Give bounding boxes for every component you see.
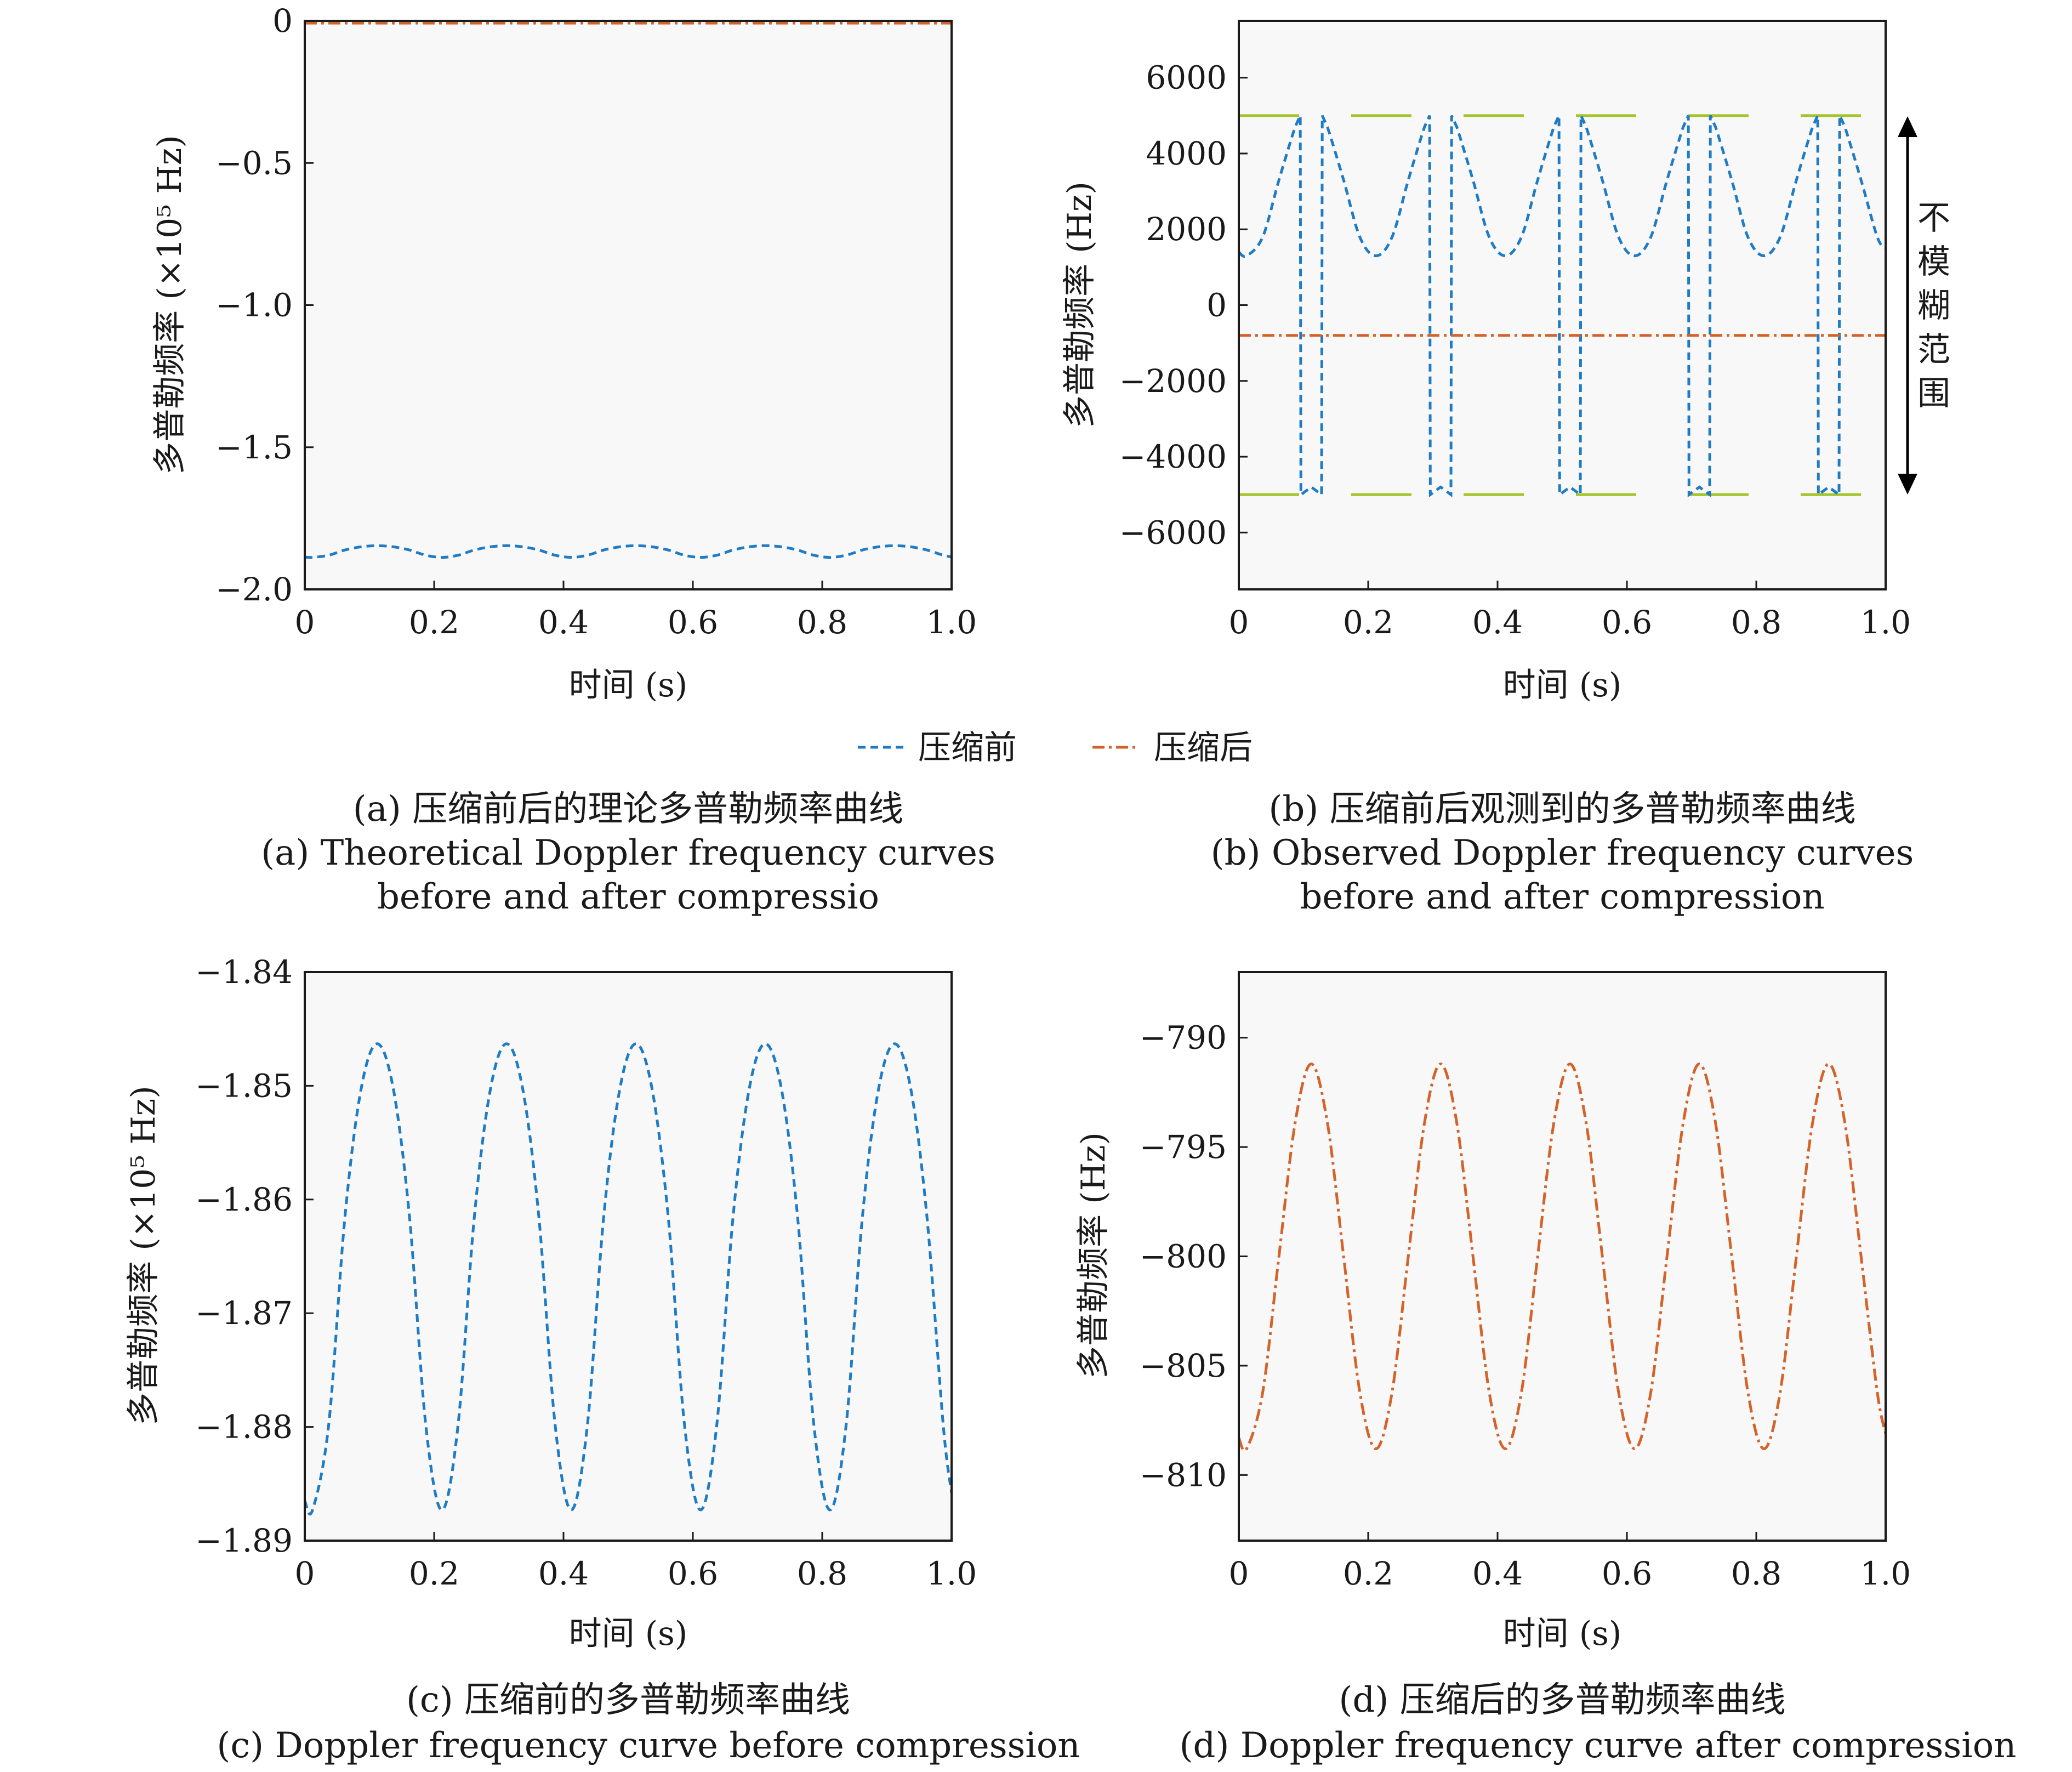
panel-c: 0 0.2 0.4 0.6 0.8 1.0 −1.84 −1.85 −1.86 −1.87 −1.8… bbox=[124, 953, 977, 1653]
y-tick-label: −805 bbox=[1140, 1347, 1227, 1384]
x-tick-label: 0.4 bbox=[538, 604, 589, 641]
y-tick-label: −1.89 bbox=[195, 1522, 293, 1559]
caption-d-cn: (d) 压缩后的多普勒频率曲线 bbox=[1339, 1680, 1785, 1720]
y-tick-label: −1.84 bbox=[195, 953, 293, 991]
caption-b-en-1: (b) Observed Doppler frequency curves bbox=[1211, 833, 1914, 873]
panel-a-x-axis-label: 时间 (s) bbox=[569, 666, 688, 705]
panel-d-series-group bbox=[1239, 1062, 1886, 1452]
y-tick-label: −2.0 bbox=[215, 571, 293, 608]
y-tick-label: −1.85 bbox=[195, 1067, 293, 1104]
x-tick-label: 1.0 bbox=[926, 1555, 977, 1592]
x-tick-label: 0 bbox=[1229, 1555, 1249, 1592]
y-tick-label: −1.86 bbox=[195, 1181, 293, 1218]
x-tick-label: 0 bbox=[295, 1555, 315, 1592]
panel-c-y-axis-label: 多普勒频率 (×10⁵ Hz) bbox=[124, 1086, 163, 1425]
y-tick-label: 0 bbox=[272, 2, 293, 39]
range-arrow-up-icon bbox=[1898, 116, 1917, 137]
x-tick-label: 0.2 bbox=[1343, 604, 1393, 641]
y-tick-label: 2000 bbox=[1146, 211, 1227, 248]
x-tick-label: 0.6 bbox=[668, 604, 718, 641]
y-tick-label: −1.88 bbox=[195, 1408, 293, 1446]
panel-b-y-axis-label: 多普勒频率 (Hz) bbox=[1061, 181, 1099, 428]
y-tick-label: −1.5 bbox=[215, 429, 293, 466]
x-tick-label: 0.6 bbox=[668, 1555, 718, 1592]
range-label-char-1: 不 bbox=[1917, 199, 1950, 237]
panel-c-x-axis-label: 时间 (s) bbox=[569, 1615, 688, 1653]
unambiguous-range-annotation: 不 模 糊 范 围 bbox=[1898, 116, 1950, 495]
x-tick-label: 0.8 bbox=[1731, 604, 1781, 641]
panel-c-frame bbox=[304, 971, 953, 1542]
legend-after-label: 压缩后 bbox=[1154, 729, 1253, 767]
caption-a-en-1: (a) Theoretical Doppler frequency curves bbox=[261, 833, 995, 873]
caption-a-cn: (a) 压缩前后的理论多普勒频率曲线 bbox=[353, 789, 903, 830]
x-tick-label: 0.8 bbox=[797, 604, 847, 641]
legend-before-label: 压缩前 bbox=[918, 729, 1017, 767]
y-tick-label: −810 bbox=[1140, 1456, 1227, 1493]
panel-b: 0 0.2 0.4 0.6 0.8 1.0 6000 4000 2000 0 −2000 −4000 −… bbox=[1061, 20, 1950, 705]
y-tick-label: −2000 bbox=[1119, 362, 1227, 400]
y-tick-label: −0.5 bbox=[215, 144, 293, 181]
panel-d-series-after bbox=[1239, 1062, 1886, 1452]
y-tick-label: 4000 bbox=[1146, 135, 1227, 172]
x-tick-label: 0.2 bbox=[409, 604, 459, 641]
panel-b-series-before bbox=[1239, 115, 1886, 498]
x-tick-label: 1.0 bbox=[1860, 1555, 1911, 1592]
y-tick-label: −795 bbox=[1140, 1128, 1227, 1166]
panel-a-plot-area bbox=[305, 21, 952, 589]
range-label-char-5: 围 bbox=[1917, 374, 1950, 413]
x-tick-label: 0 bbox=[295, 604, 315, 641]
y-tick-label: −4000 bbox=[1119, 438, 1227, 475]
panel-d-plot-area bbox=[1239, 972, 1886, 1541]
caption-b-en-2: before and after compression bbox=[1300, 877, 1824, 917]
panel-b-plot: 0 0.2 0.4 0.6 0.8 1.0 6000 4000 2000 0 −2000 −4000 −… bbox=[1119, 20, 1911, 641]
y-tick-label: −1.0 bbox=[215, 287, 293, 324]
panel-a: 0 0.2 0.4 0.6 0.8 1.0 0 −0.5 −1.0 −1.5 −2.0 时间 (s)… bbox=[151, 2, 977, 705]
panel-d-y-axis-label: 多普勒频率 (Hz) bbox=[1074, 1132, 1113, 1379]
panel-a-y-axis-label: 多普勒频率 (×10⁵ Hz) bbox=[151, 135, 189, 475]
panel-b-series-group bbox=[1239, 114, 1886, 498]
caption-d-en-1: (d) Doppler frequency curve after compre… bbox=[1180, 1725, 2017, 1766]
panel-a-series-before bbox=[305, 544, 952, 559]
panel-b-x-axis-label: 时间 (s) bbox=[1503, 666, 1622, 705]
x-tick-label: 1.0 bbox=[926, 604, 977, 641]
panel-d-plot: 0 0.2 0.4 0.6 0.8 1.0 −790 −795 −800 −805 −810 bbox=[1140, 971, 1911, 1592]
x-tick-label: 1.0 bbox=[1860, 604, 1911, 641]
x-tick-label: 0.4 bbox=[538, 1555, 589, 1592]
panel-c-series-before bbox=[305, 1042, 952, 1516]
x-tick-label: 0.6 bbox=[1602, 604, 1652, 641]
caption-c-cn: (c) 压缩前的多普勒频率曲线 bbox=[406, 1680, 850, 1720]
y-tick-label: −1.87 bbox=[195, 1294, 293, 1332]
caption-a-en-2: before and after compressio bbox=[377, 877, 879, 917]
x-tick-label: 0.2 bbox=[409, 1555, 459, 1592]
panel-d: 0 0.2 0.4 0.6 0.8 1.0 −790 −795 −800 −805 −810 时间 … bbox=[1074, 971, 1911, 1653]
panel-c-plot: 0 0.2 0.4 0.6 0.8 1.0 −1.84 −1.85 −1.86 −1.87 −1.8… bbox=[195, 953, 977, 1592]
range-label-char-4: 范 bbox=[1917, 331, 1950, 369]
y-tick-label: −6000 bbox=[1119, 514, 1227, 551]
y-tick-label: −790 bbox=[1140, 1019, 1227, 1057]
range-label-char-2: 模 bbox=[1917, 243, 1950, 281]
y-tick-label: −800 bbox=[1140, 1238, 1227, 1275]
x-tick-label: 0.8 bbox=[1731, 1555, 1781, 1592]
panel-a-plot: 0 0.2 0.4 0.6 0.8 1.0 0 −0.5 −1.0 −1.5 −2.0 bbox=[215, 2, 977, 641]
range-arrow-down-icon bbox=[1898, 474, 1917, 495]
panel-d-x-axis-label: 时间 (s) bbox=[1503, 1615, 1622, 1653]
panel-a-series-group bbox=[305, 21, 952, 559]
x-tick-label: 0.4 bbox=[1472, 604, 1523, 641]
y-tick-label: 6000 bbox=[1146, 59, 1227, 96]
range-label-char-3: 糊 bbox=[1917, 287, 1950, 325]
x-tick-label: 0 bbox=[1229, 604, 1249, 641]
x-tick-label: 0.8 bbox=[797, 1555, 847, 1592]
caption-b-cn: (b) 压缩前后观测到的多普勒频率曲线 bbox=[1268, 789, 1855, 830]
panel-c-series-group bbox=[305, 1042, 952, 1516]
x-tick-label: 0.4 bbox=[1472, 1555, 1523, 1592]
x-tick-label: 0.6 bbox=[1602, 1555, 1652, 1592]
y-tick-label: 0 bbox=[1206, 287, 1227, 324]
caption-c-en-1: (c) Doppler frequency curve before compr… bbox=[217, 1725, 1080, 1766]
panel-b-plot-area bbox=[1239, 21, 1886, 589]
legend: 压缩前 压缩后 bbox=[858, 729, 1253, 767]
x-tick-label: 0.2 bbox=[1343, 1555, 1393, 1592]
